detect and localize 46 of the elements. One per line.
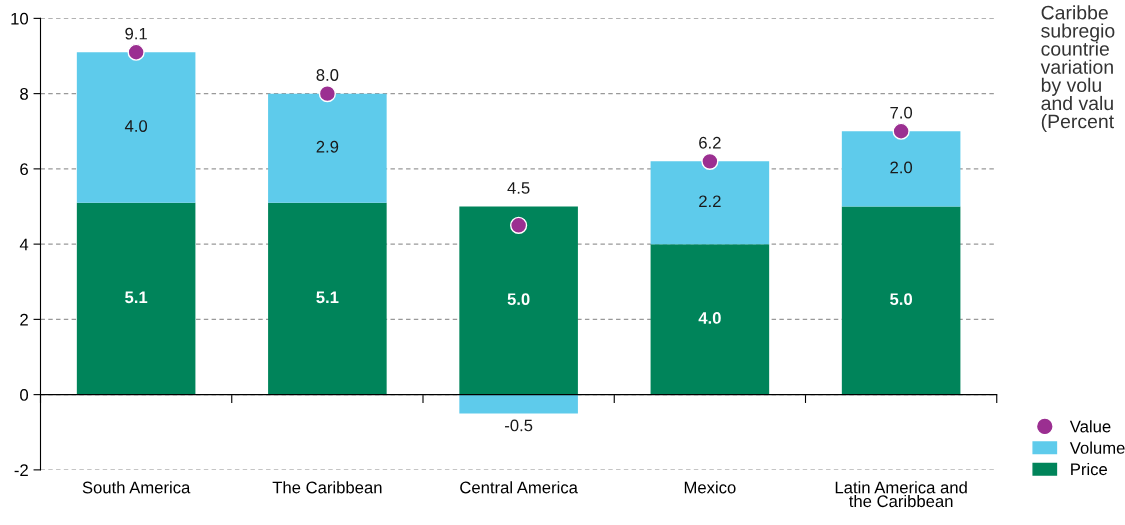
x-tick-label: The Caribbean [272,481,382,494]
x-tick-label: Latin America and the Caribbean [835,481,967,508]
y-tick-label: 10 [11,12,29,25]
bar [76,52,196,203]
data-label: 4.0 [698,312,721,324]
data-label: -0.5 [505,419,533,432]
y-tick-label: 0 [20,389,29,401]
point [127,43,145,61]
y-tick-label: 6 [20,163,28,176]
point [892,122,910,140]
point [701,152,719,170]
bar [268,93,387,203]
data-label: 4.5 [507,182,530,194]
bar [650,161,770,245]
x-tick-label: Central America [460,481,578,494]
point [510,216,528,234]
data-label: 2.2 [699,195,721,208]
x-tick-label: Mexico [684,481,736,494]
data-label: 5.1 [316,291,339,304]
data-label: 5.0 [507,293,530,306]
bar [650,244,770,395]
y-tick-label: 4 [19,238,29,251]
bar [268,202,387,395]
legend-label: Value [1069,420,1111,433]
x-tick-label: South America [82,481,191,494]
y-tick-label: -2 [14,464,28,476]
data-label: 6.2 [699,136,721,149]
data-label: 7.0 [890,106,913,119]
bar [841,131,961,207]
point [318,85,336,103]
text: Caribbe subregio countrie variation by volu and valu (Percent [1040,5,1115,133]
data-label: 4.0 [124,120,148,132]
data-label: 9.1 [125,27,147,40]
y-tick-label: 2 [20,313,28,326]
bar [841,206,961,395]
data-label: 2.9 [316,140,339,153]
bar [459,206,578,395]
data-label: 8.0 [316,69,339,81]
data-label: 2.0 [890,161,913,174]
data-label: 5.1 [125,291,148,304]
y-tick-label: 8 [20,88,28,100]
bar [76,202,196,395]
bar [459,394,578,414]
data-label: 5.0 [890,293,913,306]
legend-label: Volume [1069,441,1125,454]
legend-label: Price [1071,462,1108,476]
